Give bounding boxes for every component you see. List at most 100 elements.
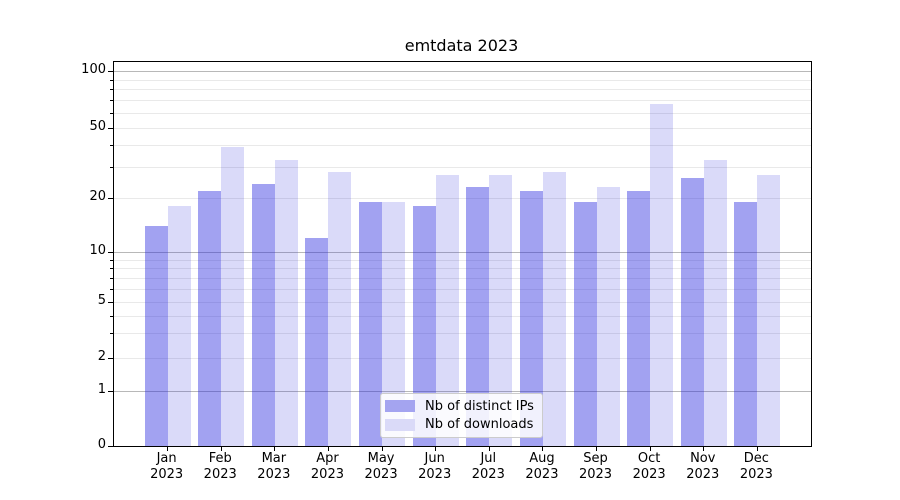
bar-distinct-ips-may bbox=[359, 201, 383, 446]
x-tick-label-dec: Dec 2023 bbox=[739, 451, 773, 482]
x-tick-label-nov: Nov 2023 bbox=[686, 451, 720, 482]
y-tick-label: 50 bbox=[89, 119, 106, 134]
gridline-minor bbox=[114, 302, 811, 303]
gridline-minor bbox=[114, 113, 811, 114]
bar-distinct-ips-jun bbox=[412, 206, 436, 446]
y-tick-mark bbox=[108, 302, 113, 303]
gridline-minor bbox=[114, 198, 811, 199]
gridline-major bbox=[114, 391, 811, 392]
x-tick-mark bbox=[167, 446, 169, 451]
x-tick-label-jul: Jul 2023 bbox=[471, 451, 505, 482]
y-minor-tick-mark bbox=[110, 277, 113, 279]
bar-distinct-ips-feb bbox=[198, 190, 222, 446]
y-minor-tick-mark bbox=[110, 167, 113, 169]
y-minor-tick-mark bbox=[110, 288, 113, 290]
x-tick-mark bbox=[649, 446, 651, 451]
gridline-minor bbox=[114, 259, 811, 261]
x-tick-mark bbox=[327, 446, 329, 451]
x-tick-mark bbox=[596, 446, 598, 451]
x-tick-label-feb: Feb 2023 bbox=[203, 451, 237, 482]
bar-distinct-ips-oct bbox=[627, 190, 651, 446]
y-tick-mark bbox=[108, 128, 113, 129]
chart-title: emtdata 2023 bbox=[404, 36, 519, 55]
legend-row: Nb of downloads bbox=[385, 416, 536, 435]
y-minor-tick-mark bbox=[110, 145, 113, 147]
x-tick-mark bbox=[435, 446, 437, 451]
bar-downloads-nov bbox=[703, 159, 727, 446]
y-tick-label: 2 bbox=[97, 348, 106, 364]
legend-label: Nb of distinct IPs bbox=[425, 398, 534, 414]
gridline-minor bbox=[114, 357, 811, 359]
legend-swatch bbox=[385, 418, 415, 431]
x-tick-mark bbox=[542, 446, 544, 451]
legend-label: Nb of downloads bbox=[425, 417, 534, 433]
legend-swatch bbox=[385, 400, 415, 413]
y-minor-tick-mark bbox=[110, 315, 113, 317]
bar-distinct-ips-jul bbox=[466, 187, 490, 446]
plot-area bbox=[108, 61, 812, 451]
bar-distinct-ips-sep bbox=[573, 201, 597, 446]
y-tick-label: 0 bbox=[97, 437, 106, 452]
gridline-minor bbox=[114, 167, 811, 169]
gridline-minor bbox=[114, 277, 811, 279]
bar-downloads-mar bbox=[274, 159, 298, 446]
y-tick-mark bbox=[108, 252, 113, 253]
y-tick-label: 100 bbox=[81, 62, 106, 77]
legend-row: Nb of distinct IPs bbox=[385, 397, 536, 416]
y-minor-tick-mark bbox=[110, 332, 113, 334]
bar-distinct-ips-nov bbox=[680, 177, 704, 446]
y-minor-tick-mark bbox=[110, 113, 113, 114]
bar-downloads-dec bbox=[757, 175, 781, 446]
gridline-minor bbox=[114, 332, 811, 334]
gridline-major bbox=[114, 71, 811, 72]
x-tick-mark bbox=[220, 446, 222, 451]
gridline-minor bbox=[114, 288, 811, 290]
y-tick-mark bbox=[108, 446, 113, 447]
x-tick-mark bbox=[756, 446, 758, 451]
bar-downloads-jul bbox=[489, 175, 513, 446]
x-tick-label-jan: Jan 2023 bbox=[150, 451, 184, 482]
y-tick-mark bbox=[108, 71, 113, 72]
x-tick-label-sep: Sep 2023 bbox=[578, 451, 613, 482]
x-tick-mark bbox=[703, 446, 705, 451]
y-tick-mark bbox=[108, 391, 113, 392]
y-minor-tick-mark bbox=[110, 268, 113, 270]
bar-distinct-ips-jan bbox=[144, 225, 168, 446]
gridline-minor bbox=[114, 128, 811, 129]
x-tick-label-mar: Mar 2023 bbox=[257, 451, 291, 482]
y-tick-label: 20 bbox=[89, 189, 106, 204]
bar-downloads-jun bbox=[435, 175, 459, 446]
gridline-minor bbox=[114, 100, 811, 102]
bar-downloads-may bbox=[382, 201, 406, 446]
gridline-minor bbox=[114, 145, 811, 147]
bar-distinct-ips-apr bbox=[305, 237, 329, 446]
y-tick-mark bbox=[108, 198, 113, 199]
y-minor-tick-mark bbox=[110, 100, 113, 102]
y-tick-label: 5 bbox=[97, 293, 106, 308]
y-minor-tick-mark bbox=[110, 89, 113, 91]
bar-downloads-aug bbox=[542, 172, 566, 446]
y-minor-tick-mark bbox=[110, 79, 113, 81]
y-minor-tick-mark bbox=[110, 259, 113, 261]
gridline-minor bbox=[114, 268, 811, 270]
legend: Nb of distinct IPs Nb of downloads bbox=[380, 393, 543, 438]
bar-distinct-ips-dec bbox=[734, 201, 758, 446]
y-tick-label: 1 bbox=[97, 382, 106, 397]
bar-downloads-apr bbox=[328, 172, 352, 446]
x-tick-label-jun: Jun 2023 bbox=[418, 451, 452, 482]
x-tick-mark bbox=[488, 446, 490, 451]
y-tick-mark bbox=[108, 357, 113, 359]
x-tick-mark bbox=[274, 446, 276, 451]
bar-downloads-jan bbox=[167, 206, 191, 446]
gridline-major bbox=[114, 252, 811, 253]
bar-distinct-ips-mar bbox=[251, 184, 275, 446]
bar-downloads-sep bbox=[596, 187, 620, 446]
bar-downloads-feb bbox=[221, 146, 245, 446]
x-tick-label-apr: Apr 2023 bbox=[310, 451, 344, 482]
bar-downloads-oct bbox=[650, 103, 674, 446]
x-tick-label-oct: Oct 2023 bbox=[632, 451, 666, 482]
x-tick-label-may: May 2023 bbox=[364, 451, 398, 482]
x-tick-mark bbox=[381, 446, 383, 451]
y-tick-label: 10 bbox=[89, 243, 106, 258]
gridline-minor bbox=[114, 79, 811, 81]
